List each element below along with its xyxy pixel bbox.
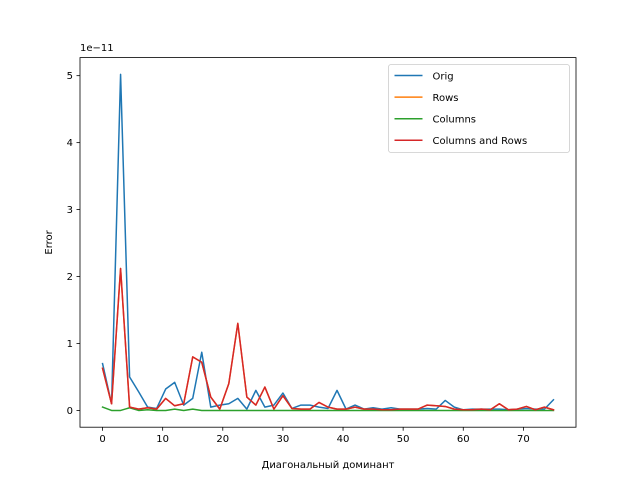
x-tick-label: 60 [457, 434, 470, 445]
x-axis-ticks: 0 10 20 30 40 50 60 70 [99, 427, 530, 445]
plot-frame [79, 57, 577, 428]
legend-label-1: Rows [433, 93, 459, 104]
series-line-1 [101, 267, 555, 411]
series-lines [101, 73, 555, 412]
y-tick-label: 0 [67, 406, 73, 417]
y-tick-label: 3 [67, 205, 73, 216]
x-tick-label: 0 [99, 434, 105, 445]
legend-label-3: Columns and Rows [433, 136, 528, 147]
y-tick-label: 1 [67, 339, 73, 350]
y-axis-ticks: 0 1 2 3 4 5 [67, 71, 80, 417]
x-tick-label: 40 [337, 434, 350, 445]
x-axis-label: Диагональный доминант [262, 460, 395, 471]
legend: Orig Rows Columns Columns and Rows [388, 64, 570, 153]
x-tick-label: 20 [216, 434, 229, 445]
legend-label-0: Orig [433, 71, 454, 82]
legend-box [388, 64, 570, 153]
x-tick-label: 30 [277, 434, 290, 445]
y-tick-label: 2 [67, 272, 73, 283]
legend-label-2: Columns [433, 115, 477, 126]
series-line-2 [101, 406, 555, 412]
y-axis-label: Error [44, 229, 55, 254]
x-tick-label: 70 [517, 434, 530, 445]
series-line-3 [101, 267, 555, 411]
y-tick-label: 5 [67, 71, 73, 82]
y-tick-label: 4 [67, 138, 73, 149]
x-tick-label: 10 [156, 434, 169, 445]
y-offset-text: 1e−11 [80, 43, 114, 54]
x-tick-label: 50 [397, 434, 410, 445]
